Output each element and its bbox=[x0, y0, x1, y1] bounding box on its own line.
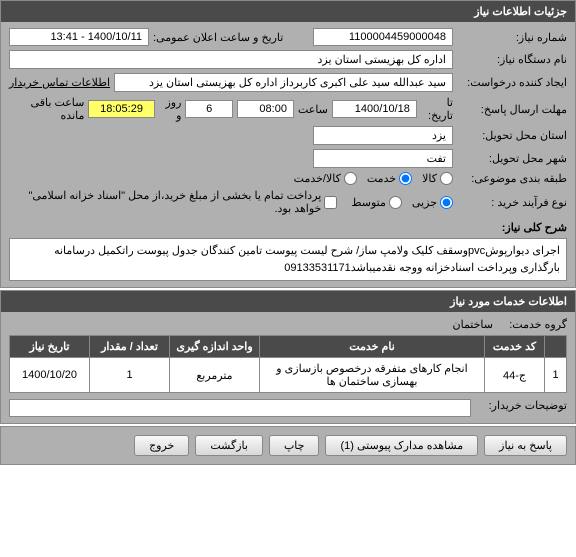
pt-note-checkbox[interactable] bbox=[324, 196, 337, 209]
group-label: گروه خدمت: bbox=[497, 318, 567, 331]
desc-text: اجرای دیوارپوشpvcوسقف کلیک ولامپ ساز/ شر… bbox=[9, 238, 567, 281]
province-value: یزد bbox=[313, 126, 453, 145]
creator-label: ایجاد کننده درخواست: bbox=[457, 76, 567, 89]
col-index bbox=[545, 336, 567, 358]
cell-index: 1 bbox=[545, 358, 567, 393]
device-label: نام دستگاه نیاز: bbox=[457, 53, 567, 66]
service-info-body: سامانه تدارکات الکترونیکی دولت ۰۲۱-۸۸۹۶۹… bbox=[1, 312, 575, 423]
creator-value: سید عبدالله سید علی اکبری کاربرداز اداره… bbox=[114, 73, 453, 92]
cell-name: انجام کارهای متفرقه درخصوص بازسازی و بهس… bbox=[260, 358, 485, 393]
cell-qty: 1 bbox=[90, 358, 170, 393]
buyer-notes-value bbox=[9, 399, 471, 417]
cat-service-label: خدمت bbox=[367, 172, 396, 185]
need-no-label: شماره نیاز: bbox=[457, 31, 567, 44]
need-details-panel: جزئیات اطلاعات نیاز شماره نیاز: 11000044… bbox=[0, 0, 576, 288]
back-button[interactable]: بازگشت bbox=[195, 435, 263, 456]
cell-code: ج-44 bbox=[485, 358, 545, 393]
buyer-notes-label: توضیحات خریدار: bbox=[477, 399, 567, 412]
reply-button[interactable]: پاسخ به نیاز bbox=[484, 435, 567, 456]
pt-note-label: پرداخت تمام یا بخشی از مبلغ خرید،از محل … bbox=[9, 189, 321, 215]
cell-unit: مترمربع bbox=[170, 358, 260, 393]
cat-goods-label: کالا bbox=[422, 172, 437, 185]
deadline-until-label: تا تاریخ: bbox=[421, 96, 453, 122]
table-row: 1 ج-44 انجام کارهای متفرقه درخصوص بازساز… bbox=[10, 358, 567, 393]
col-code: کد خدمت bbox=[485, 336, 545, 358]
col-date: تاریخ نیاز bbox=[10, 336, 90, 358]
pt-medium-item[interactable]: متوسط bbox=[351, 196, 402, 209]
contact-link[interactable]: اطلاعات تماس خریدار bbox=[9, 76, 110, 89]
city-label: شهر محل تحویل: bbox=[457, 152, 567, 165]
remain-label: ساعت باقی مانده bbox=[9, 96, 84, 122]
category-group: کالا خدمت کالا/خدمت bbox=[294, 172, 453, 185]
deadline-date: 1400/10/18 bbox=[332, 100, 417, 118]
pt-note-item[interactable]: پرداخت تمام یا بخشی از مبلغ خرید،از محل … bbox=[9, 189, 337, 215]
pt-small-item[interactable]: جزیی bbox=[412, 196, 453, 209]
days-value: 6 bbox=[185, 100, 233, 118]
col-name: نام خدمت bbox=[260, 336, 485, 358]
attachments-button[interactable]: مشاهده مدارک پیوستی (1) bbox=[325, 435, 478, 456]
need-details-header: جزئیات اطلاعات نیاز bbox=[1, 1, 575, 22]
province-label: استان محل تحویل: bbox=[457, 129, 567, 142]
days-label: روز و bbox=[159, 96, 182, 122]
need-details-body: شماره نیاز: 1100004459000048 تاریخ و ساع… bbox=[1, 22, 575, 287]
cat-both-label: کالا/خدمت bbox=[294, 172, 341, 185]
category-label: طبقه بندی موضوعی: bbox=[457, 172, 567, 185]
pt-medium-radio[interactable] bbox=[389, 196, 402, 209]
pt-small-label: جزیی bbox=[412, 196, 437, 209]
purchase-type-group: جزیی متوسط bbox=[351, 196, 453, 209]
cat-goods-item[interactable]: کالا bbox=[422, 172, 453, 185]
remain-time: 18:05:29 bbox=[88, 100, 154, 118]
col-qty: تعداد / مقدار bbox=[90, 336, 170, 358]
cell-date: 1400/10/20 bbox=[10, 358, 90, 393]
announce-label: تاریخ و ساعت اعلان عمومی: bbox=[153, 31, 283, 44]
cat-service-radio[interactable] bbox=[399, 172, 412, 185]
table-header-row: کد خدمت نام خدمت واحد اندازه گیری تعداد … bbox=[10, 336, 567, 358]
deadline-time: 08:00 bbox=[237, 100, 294, 118]
pt-small-radio[interactable] bbox=[440, 196, 453, 209]
city-value: تفت bbox=[313, 149, 453, 168]
service-info-panel: اطلاعات خدمات مورد نیاز سامانه تدارکات ا… bbox=[0, 290, 576, 424]
announce-value: 1400/10/11 - 13:41 bbox=[9, 28, 149, 46]
cat-service-item[interactable]: خدمت bbox=[367, 172, 412, 185]
exit-button[interactable]: خروج bbox=[134, 435, 189, 456]
service-table: کد خدمت نام خدمت واحد اندازه گیری تعداد … bbox=[9, 335, 567, 393]
desc-label: شرح کلی نیاز: bbox=[9, 221, 567, 234]
cat-goods-radio[interactable] bbox=[440, 172, 453, 185]
pt-medium-label: متوسط bbox=[351, 196, 386, 209]
col-unit: واحد اندازه گیری bbox=[170, 336, 260, 358]
service-info-header: اطلاعات خدمات مورد نیاز bbox=[1, 291, 575, 312]
device-value: اداره کل بهزیستی استان یزد bbox=[9, 50, 453, 69]
time-label: ساعت bbox=[298, 103, 328, 116]
footer-buttons: پاسخ به نیاز مشاهده مدارک پیوستی (1) چاپ… bbox=[0, 426, 576, 465]
deadline-label: مهلت ارسال پاسخ: bbox=[457, 103, 567, 116]
print-button[interactable]: چاپ bbox=[269, 435, 320, 456]
cat-both-radio[interactable] bbox=[344, 172, 357, 185]
cat-both-item[interactable]: کالا/خدمت bbox=[294, 172, 357, 185]
need-no-value: 1100004459000048 bbox=[313, 28, 453, 46]
purchase-type-label: نوع فرآیند خرید : bbox=[457, 196, 567, 209]
group-value: ساختمان bbox=[453, 318, 493, 331]
